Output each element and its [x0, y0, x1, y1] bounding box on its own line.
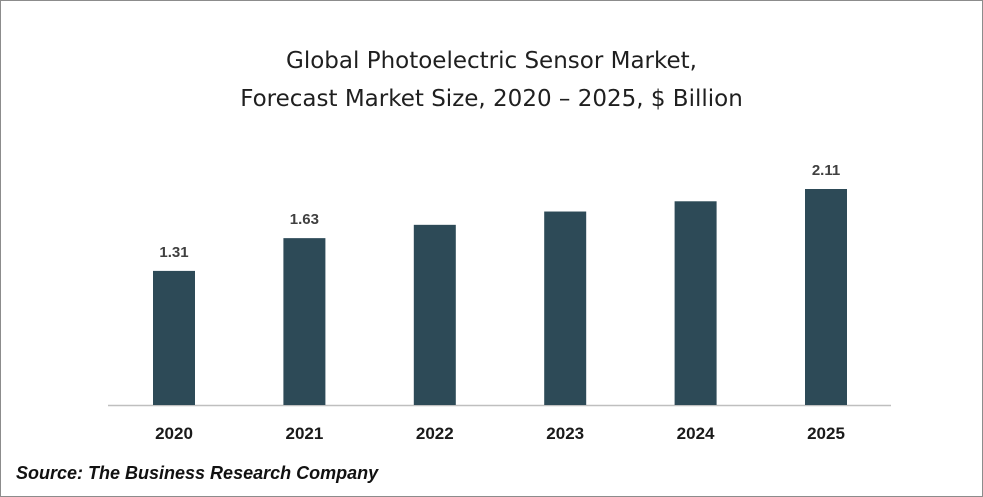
- x-tick-label-2020: 2020: [155, 424, 193, 443]
- data-label-2020: 1.31: [159, 244, 188, 261]
- x-tick-label-2023: 2023: [546, 424, 584, 443]
- chart-title-line-2: Forecast Market Size, 2020 – 2025, $ Bil…: [240, 86, 743, 112]
- bar-2024: [674, 201, 717, 405]
- x-tick-label-2024: 2024: [677, 424, 715, 443]
- bar-2020: [153, 270, 195, 405]
- chart-title-line-1: Global Photoelectric Sensor Market,: [286, 48, 697, 74]
- bar-2022: [413, 224, 456, 405]
- chart-title: Global Photoelectric Sensor Market, Fore…: [0, 42, 983, 118]
- x-tick-label-2021: 2021: [285, 424, 323, 443]
- data-label-2025: 2.11: [812, 162, 840, 179]
- source-note: Source: The Business Research Company: [16, 463, 379, 483]
- bar-2021: [283, 238, 326, 405]
- x-tick-label-2022: 2022: [416, 424, 454, 443]
- data-label-2021: 1.63: [290, 211, 319, 228]
- bar-2023: [544, 211, 587, 405]
- x-tick-label-2025: 2025: [807, 424, 845, 443]
- bar-2025: [805, 189, 847, 405]
